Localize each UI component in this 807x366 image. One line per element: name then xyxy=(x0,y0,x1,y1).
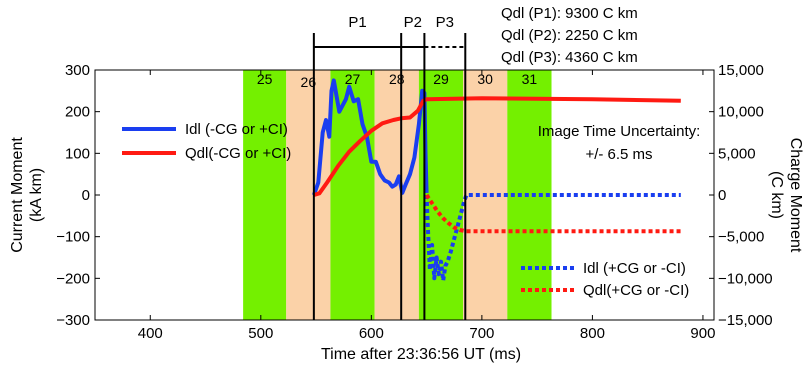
phase-markers: P1 P2 P3 xyxy=(312,14,467,320)
summary-line-p2: Qdl (P2): 2250 C km xyxy=(501,27,638,44)
right-tick-label: −5,000 xyxy=(718,229,764,246)
right-axis-label-line-2: (C km) xyxy=(768,171,785,219)
summary-annotation: Qdl (P1): 9300 C km Qdl (P2): 2250 C km … xyxy=(501,5,638,66)
frame-band-label: 28 xyxy=(389,71,405,87)
phase-label-p2: P2 xyxy=(404,14,422,31)
legend-label-qdl-pos-cg: Qdl(+CG or -CI) xyxy=(583,282,689,299)
x-tick-label: 900 xyxy=(690,325,715,342)
time-uncertainty-annotation: Image Time Uncertainty: +/- 6.5 ms xyxy=(538,123,701,163)
x-tick-label: 600 xyxy=(359,325,384,342)
left-tick-label: −200 xyxy=(56,270,90,287)
left-axis-label-line-2: (kA km) xyxy=(28,168,45,222)
left-tick-label: 0 xyxy=(82,187,90,204)
phase-label-p1: P1 xyxy=(348,14,366,31)
series-qdl-pos-cg xyxy=(424,193,681,234)
left-tick-label: −300 xyxy=(56,312,90,329)
x-tick-label: 800 xyxy=(580,325,605,342)
legend-upper: Idl (-CG or +CI) Qdl(-CG or +CI) xyxy=(122,121,291,162)
series-idl-neg-cg xyxy=(312,78,429,196)
frame-band-28 xyxy=(374,70,419,320)
left-tick-label: 300 xyxy=(65,62,90,79)
frame-band-label: 27 xyxy=(345,71,361,87)
summary-line-p3: Qdl (P3): 4360 C km xyxy=(501,49,638,66)
right-tick-label: 15,000 xyxy=(718,62,764,79)
series-qdl-neg-cg xyxy=(313,96,681,197)
frame-band-label: 31 xyxy=(522,71,538,87)
frame-band-25 xyxy=(243,70,287,320)
x-axis-label: Time after 23:36:56 UT (ms) xyxy=(321,346,521,363)
left-tick-label: 200 xyxy=(65,104,90,121)
right-tick-label: 5,000 xyxy=(718,145,756,162)
right-tick-label: −10,000 xyxy=(718,270,773,287)
x-tick-label: 700 xyxy=(469,325,494,342)
uncertainty-line-1: Image Time Uncertainty: xyxy=(538,123,701,140)
phase-label-p3: P3 xyxy=(436,14,454,31)
legend-label-idl-neg-cg: Idl (-CG or +CI) xyxy=(185,121,288,138)
legend-label-qdl-neg-cg: Qdl(-CG or +CI) xyxy=(185,145,291,162)
left-axis-label: Current Moment (kA km) xyxy=(9,137,45,253)
frame-band-label: 26 xyxy=(301,74,317,90)
axis-ticks: 400 500 600 700 800 9003002001000−100−200−300… xyxy=(56,62,772,342)
right-tick-label: −15,000 xyxy=(718,312,773,329)
right-axis-label-line-1: Charge Moment xyxy=(787,138,804,253)
left-axis-label-line-1: Current Moment xyxy=(9,137,26,253)
left-tick-label: −100 xyxy=(56,229,90,246)
summary-line-p1: Qdl (P1): 9300 C km xyxy=(501,5,638,22)
frame-band-label: 29 xyxy=(433,71,449,87)
legend-lower: Idl (+CG or -CI) Qdl(+CG or -CI) xyxy=(521,260,689,299)
x-tick-label: 500 xyxy=(248,325,273,342)
frame-band-label: 30 xyxy=(477,71,493,87)
right-tick-label: 0 xyxy=(718,187,726,204)
x-tick-label: 400 xyxy=(138,325,163,342)
frame-band-label: 25 xyxy=(257,71,273,87)
right-axis-label: Charge Moment (C km) xyxy=(768,138,804,253)
frame-bands: 25 26 27 28 29 30 31 xyxy=(243,70,552,320)
uncertainty-line-2: +/- 6.5 ms xyxy=(585,146,652,163)
right-tick-label: 10,000 xyxy=(718,104,764,121)
frame-band-26 xyxy=(286,70,331,320)
legend-label-idl-pos-cg: Idl (+CG or -CI) xyxy=(583,260,686,277)
left-tick-label: 100 xyxy=(65,145,90,162)
